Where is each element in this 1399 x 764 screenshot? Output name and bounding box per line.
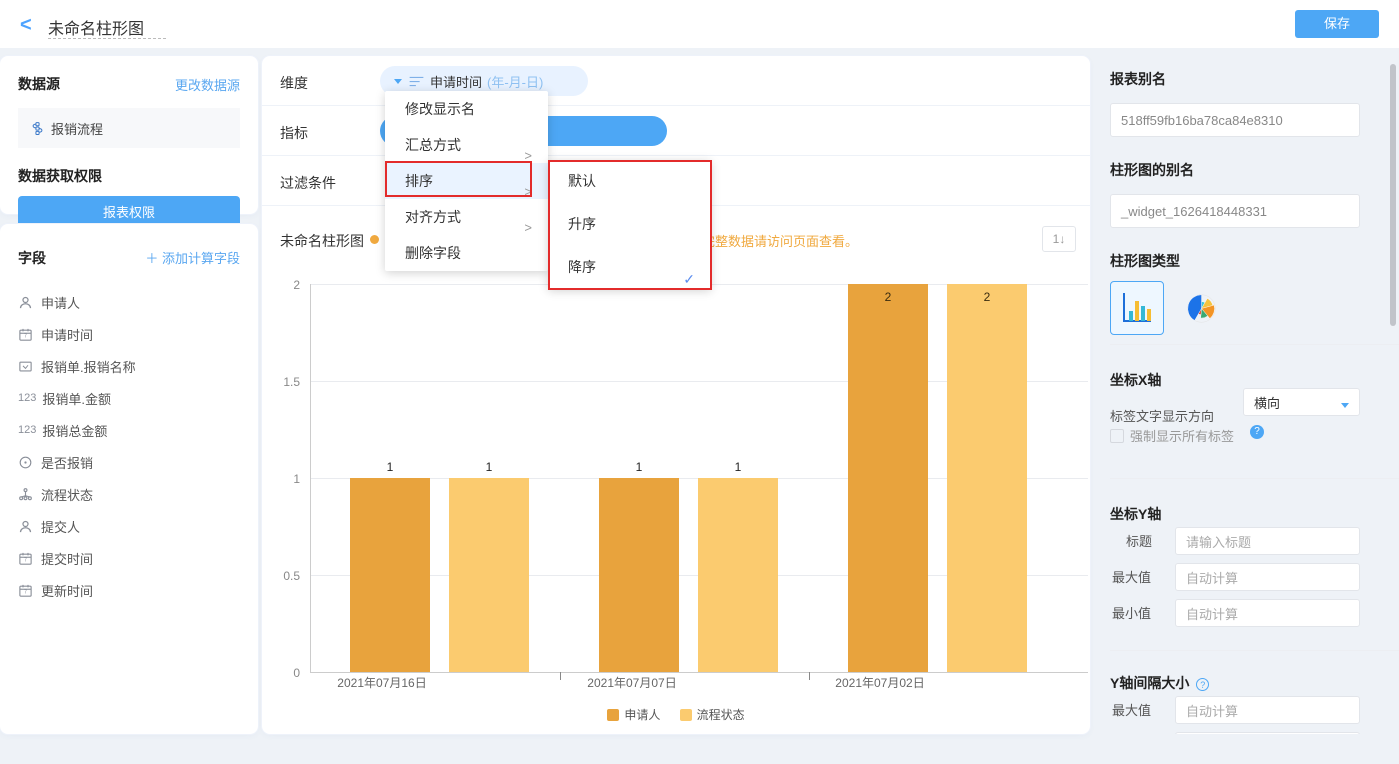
svg-text:7: 7 — [24, 333, 27, 339]
svg-text:7: 7 — [24, 589, 27, 595]
svg-text:7: 7 — [24, 557, 27, 563]
